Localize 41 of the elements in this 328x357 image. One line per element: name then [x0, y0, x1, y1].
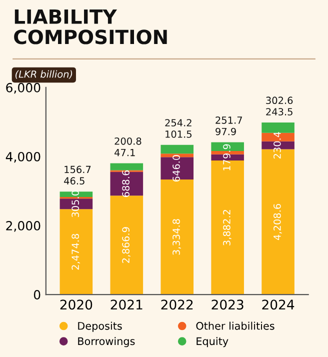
y-tick-label: 4,000: [6, 152, 40, 163]
data-label: 200.8: [114, 137, 142, 145]
data-label: 302.6: [266, 96, 293, 104]
data-label: 688.6: [122, 170, 130, 197]
data-label: 230.4: [274, 132, 281, 159]
data-label: 179.9: [223, 144, 230, 170]
data-label: 46.5: [64, 177, 84, 185]
data-label: 646.0: [172, 155, 180, 182]
data-label: 4,208.6: [274, 204, 282, 240]
y-tick-label: 6,000: [6, 82, 40, 94]
data-label: 97.9: [216, 128, 236, 136]
legend-label: Other liabilities: [196, 322, 274, 330]
x-tick-label: 2021: [110, 300, 142, 310]
legend-label: Borrowings: [78, 337, 135, 348]
legend-label: Deposits: [78, 322, 122, 332]
bar: [110, 196, 144, 295]
y-tick-label: 0: [34, 290, 40, 300]
data-label: 3,882.2: [223, 210, 232, 246]
data-label: 101.5: [166, 130, 192, 138]
data-label: 2,474.8: [72, 234, 80, 270]
bar: [160, 157, 194, 180]
data-label: 254.2: [165, 119, 192, 126]
data-label: 47.1: [114, 148, 135, 156]
chart-title: LIABILITY COMPOSITION: [14, 10, 167, 44]
x-tick-label: 2023: [212, 300, 244, 310]
x-tick-label: 2022: [161, 300, 193, 310]
x-tick-label: 2024: [262, 300, 294, 310]
chart-subtitle: (LKR billion): [16, 70, 72, 79]
bar: [110, 172, 144, 196]
data-label: 3,334.8: [172, 219, 181, 255]
data-label: 2,866.9: [122, 227, 130, 263]
bar: [160, 144, 194, 154]
bar: [110, 163, 144, 170]
x-tick-label: 2020: [60, 300, 92, 310]
data-label: 243.5: [266, 108, 292, 116]
data-label: 305.0: [72, 190, 80, 218]
legend-label: Equity: [196, 337, 228, 348]
data-label: 251.7: [216, 116, 242, 124]
data-label: 156.7: [64, 166, 91, 174]
y-tick-label: 2,000: [6, 220, 40, 232]
bar: [262, 122, 294, 133]
